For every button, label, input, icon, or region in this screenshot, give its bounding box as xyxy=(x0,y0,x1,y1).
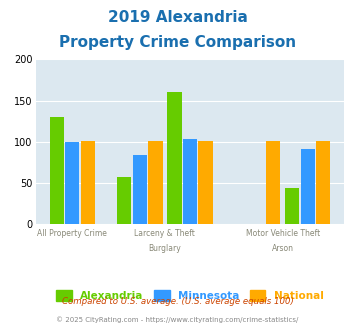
Text: Burglary: Burglary xyxy=(148,244,181,253)
Text: Compared to U.S. average. (U.S. average equals 100): Compared to U.S. average. (U.S. average … xyxy=(61,297,294,306)
Bar xyxy=(65,142,79,224)
Text: Property Crime Comparison: Property Crime Comparison xyxy=(59,35,296,50)
Bar xyxy=(167,92,181,224)
Bar xyxy=(301,149,315,224)
Bar xyxy=(285,188,299,224)
Text: © 2025 CityRating.com - https://www.cityrating.com/crime-statistics/: © 2025 CityRating.com - https://www.city… xyxy=(56,317,299,323)
Text: 2019 Alexandria: 2019 Alexandria xyxy=(108,10,247,25)
Bar xyxy=(148,141,163,224)
Bar xyxy=(266,141,280,224)
Legend: Alexandria, Minnesota, National: Alexandria, Minnesota, National xyxy=(52,286,328,305)
Bar xyxy=(183,139,197,224)
Bar xyxy=(81,141,95,224)
Bar xyxy=(316,141,330,224)
Text: Arson: Arson xyxy=(272,244,294,253)
Bar xyxy=(117,178,131,224)
Bar xyxy=(198,141,213,224)
Bar xyxy=(133,155,147,224)
Bar xyxy=(50,117,64,224)
